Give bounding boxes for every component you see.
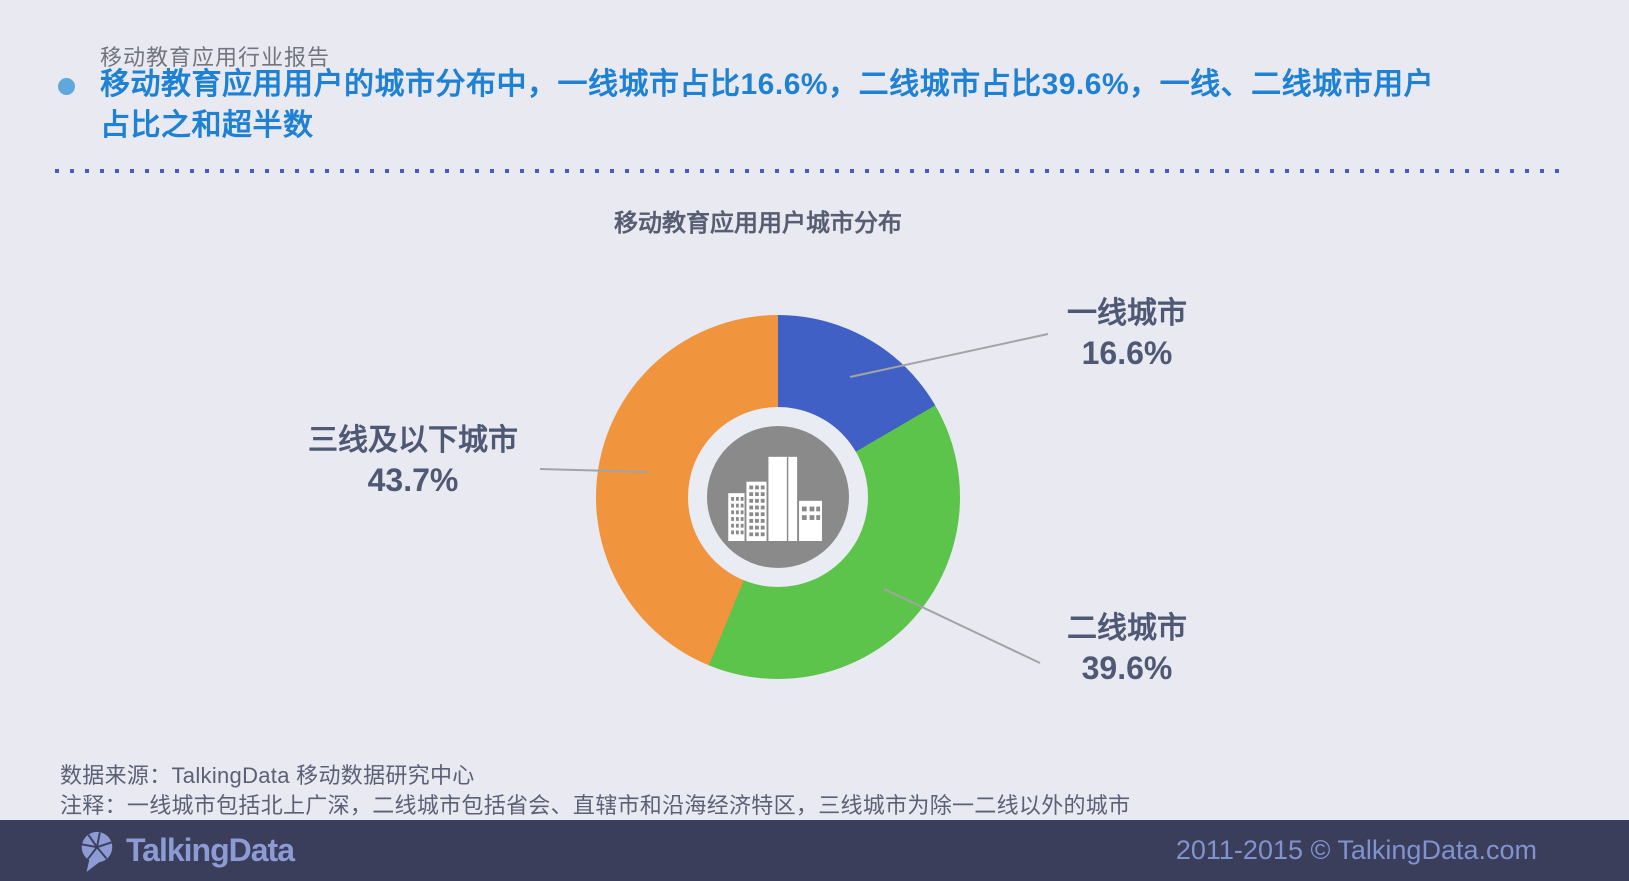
- callout-tier1-value: 16.6%: [1081, 335, 1173, 371]
- chart-title: 移动教育应用用户城市分布: [614, 210, 902, 237]
- brand-name: TalkingData: [126, 832, 295, 868]
- headline: 移动教育应用用户的城市分布中，一线城市占比16.6%，二线城市占比39.6%，一…: [58, 64, 1558, 146]
- headline-line1: 移动教育应用用户的城市分布中，一线城市占比16.6%，二线城市占比39.6%，一…: [100, 68, 1435, 101]
- city-buildings-icon: [728, 456, 822, 541]
- callout-tier2: 二线城市 39.6%: [1007, 610, 1247, 688]
- talkingdata-logo: TalkingData: [76, 829, 295, 873]
- callout-tier1-name: 一线城市: [1067, 297, 1187, 330]
- report-title: 移动教育应用行业报告: [100, 45, 331, 70]
- headline-text: 移动教育应用用户的城市分布中，一线城市占比16.6%，二线城市占比39.6%，一…: [100, 64, 1558, 146]
- callout-tier3-name: 三线及以下城市: [308, 424, 518, 457]
- footer-bar: TalkingData 2011-2015 © TalkingData.com: [0, 820, 1629, 881]
- headline-line2: 占比之和超半数: [100, 109, 314, 142]
- callout-tier2-name: 二线城市: [1067, 612, 1187, 645]
- copyright-text: 2011-2015 © TalkingData.com: [1175, 835, 1537, 865]
- callout-tier2-value: 39.6%: [1081, 650, 1173, 686]
- bullet-icon: [58, 78, 75, 95]
- callout-tier1: 一线城市 16.6%: [1007, 295, 1247, 373]
- callout-tier3: 三线及以下城市 43.7%: [293, 422, 533, 500]
- data-source-text: 数据来源：TalkingData 移动数据研究中心: [60, 763, 475, 788]
- donut-chart: [596, 315, 960, 679]
- pie-bubble-icon: [81, 831, 113, 872]
- callout-tier3-value: 43.7%: [367, 462, 459, 498]
- center-badge: [707, 426, 849, 568]
- footnote-text: 注释：一线城市包括北上广深，二线城市包括省会、直辖市和沿海经济特区，三线城市为除…: [60, 793, 1131, 818]
- dotted-divider: [55, 169, 1568, 173]
